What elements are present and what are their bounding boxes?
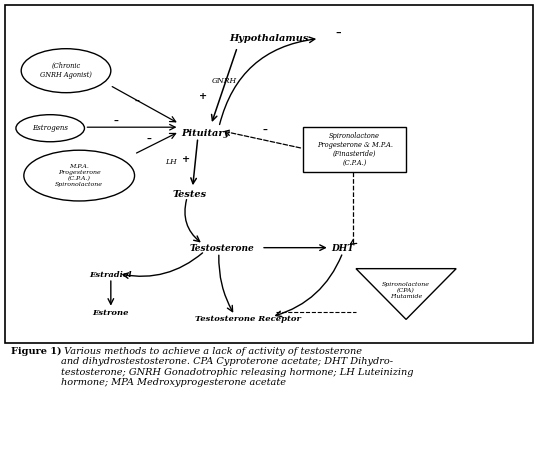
Text: GNRH: GNRH bbox=[211, 77, 237, 85]
Text: +: + bbox=[182, 155, 190, 164]
Text: Various methods to achieve a lack of activity of testosterone
and dihydrostestos: Various methods to achieve a lack of act… bbox=[61, 347, 413, 387]
Text: Estrone: Estrone bbox=[93, 309, 129, 317]
Text: Pituitary: Pituitary bbox=[182, 129, 230, 138]
Text: Testosterone Receptor: Testosterone Receptor bbox=[195, 315, 301, 323]
Text: LH: LH bbox=[166, 158, 178, 166]
Text: Figure 1): Figure 1) bbox=[11, 347, 61, 356]
Text: –: – bbox=[146, 135, 151, 144]
Text: Estrogens: Estrogens bbox=[32, 124, 68, 132]
Bar bbox=[303, 126, 406, 172]
Text: (Chronic
GNRH Agonist): (Chronic GNRH Agonist) bbox=[40, 62, 92, 79]
Text: Testes: Testes bbox=[173, 190, 207, 199]
Text: Hypothalamus: Hypothalamus bbox=[229, 34, 309, 43]
Text: –: – bbox=[335, 28, 341, 39]
Text: Testosterone: Testosterone bbox=[189, 244, 254, 253]
Text: M.P.A.
Progesterone
(C.P.A.)
Spironolactone: M.P.A. Progesterone (C.P.A.) Spironolact… bbox=[55, 164, 103, 187]
Text: Spironolactone
(CPA)
Flutamide: Spironolactone (CPA) Flutamide bbox=[382, 282, 430, 299]
Text: DHT: DHT bbox=[331, 244, 355, 253]
Text: Spironolactone
Progesterone & M.P.A.
(Finasteride)
(C.P.A.): Spironolactone Progesterone & M.P.A. (Fi… bbox=[317, 132, 393, 167]
Text: –: – bbox=[114, 117, 118, 126]
Text: +: + bbox=[200, 93, 208, 102]
Text: Estradiol: Estradiol bbox=[90, 271, 132, 280]
Text: –: – bbox=[134, 97, 139, 106]
Text: –: – bbox=[263, 126, 267, 135]
